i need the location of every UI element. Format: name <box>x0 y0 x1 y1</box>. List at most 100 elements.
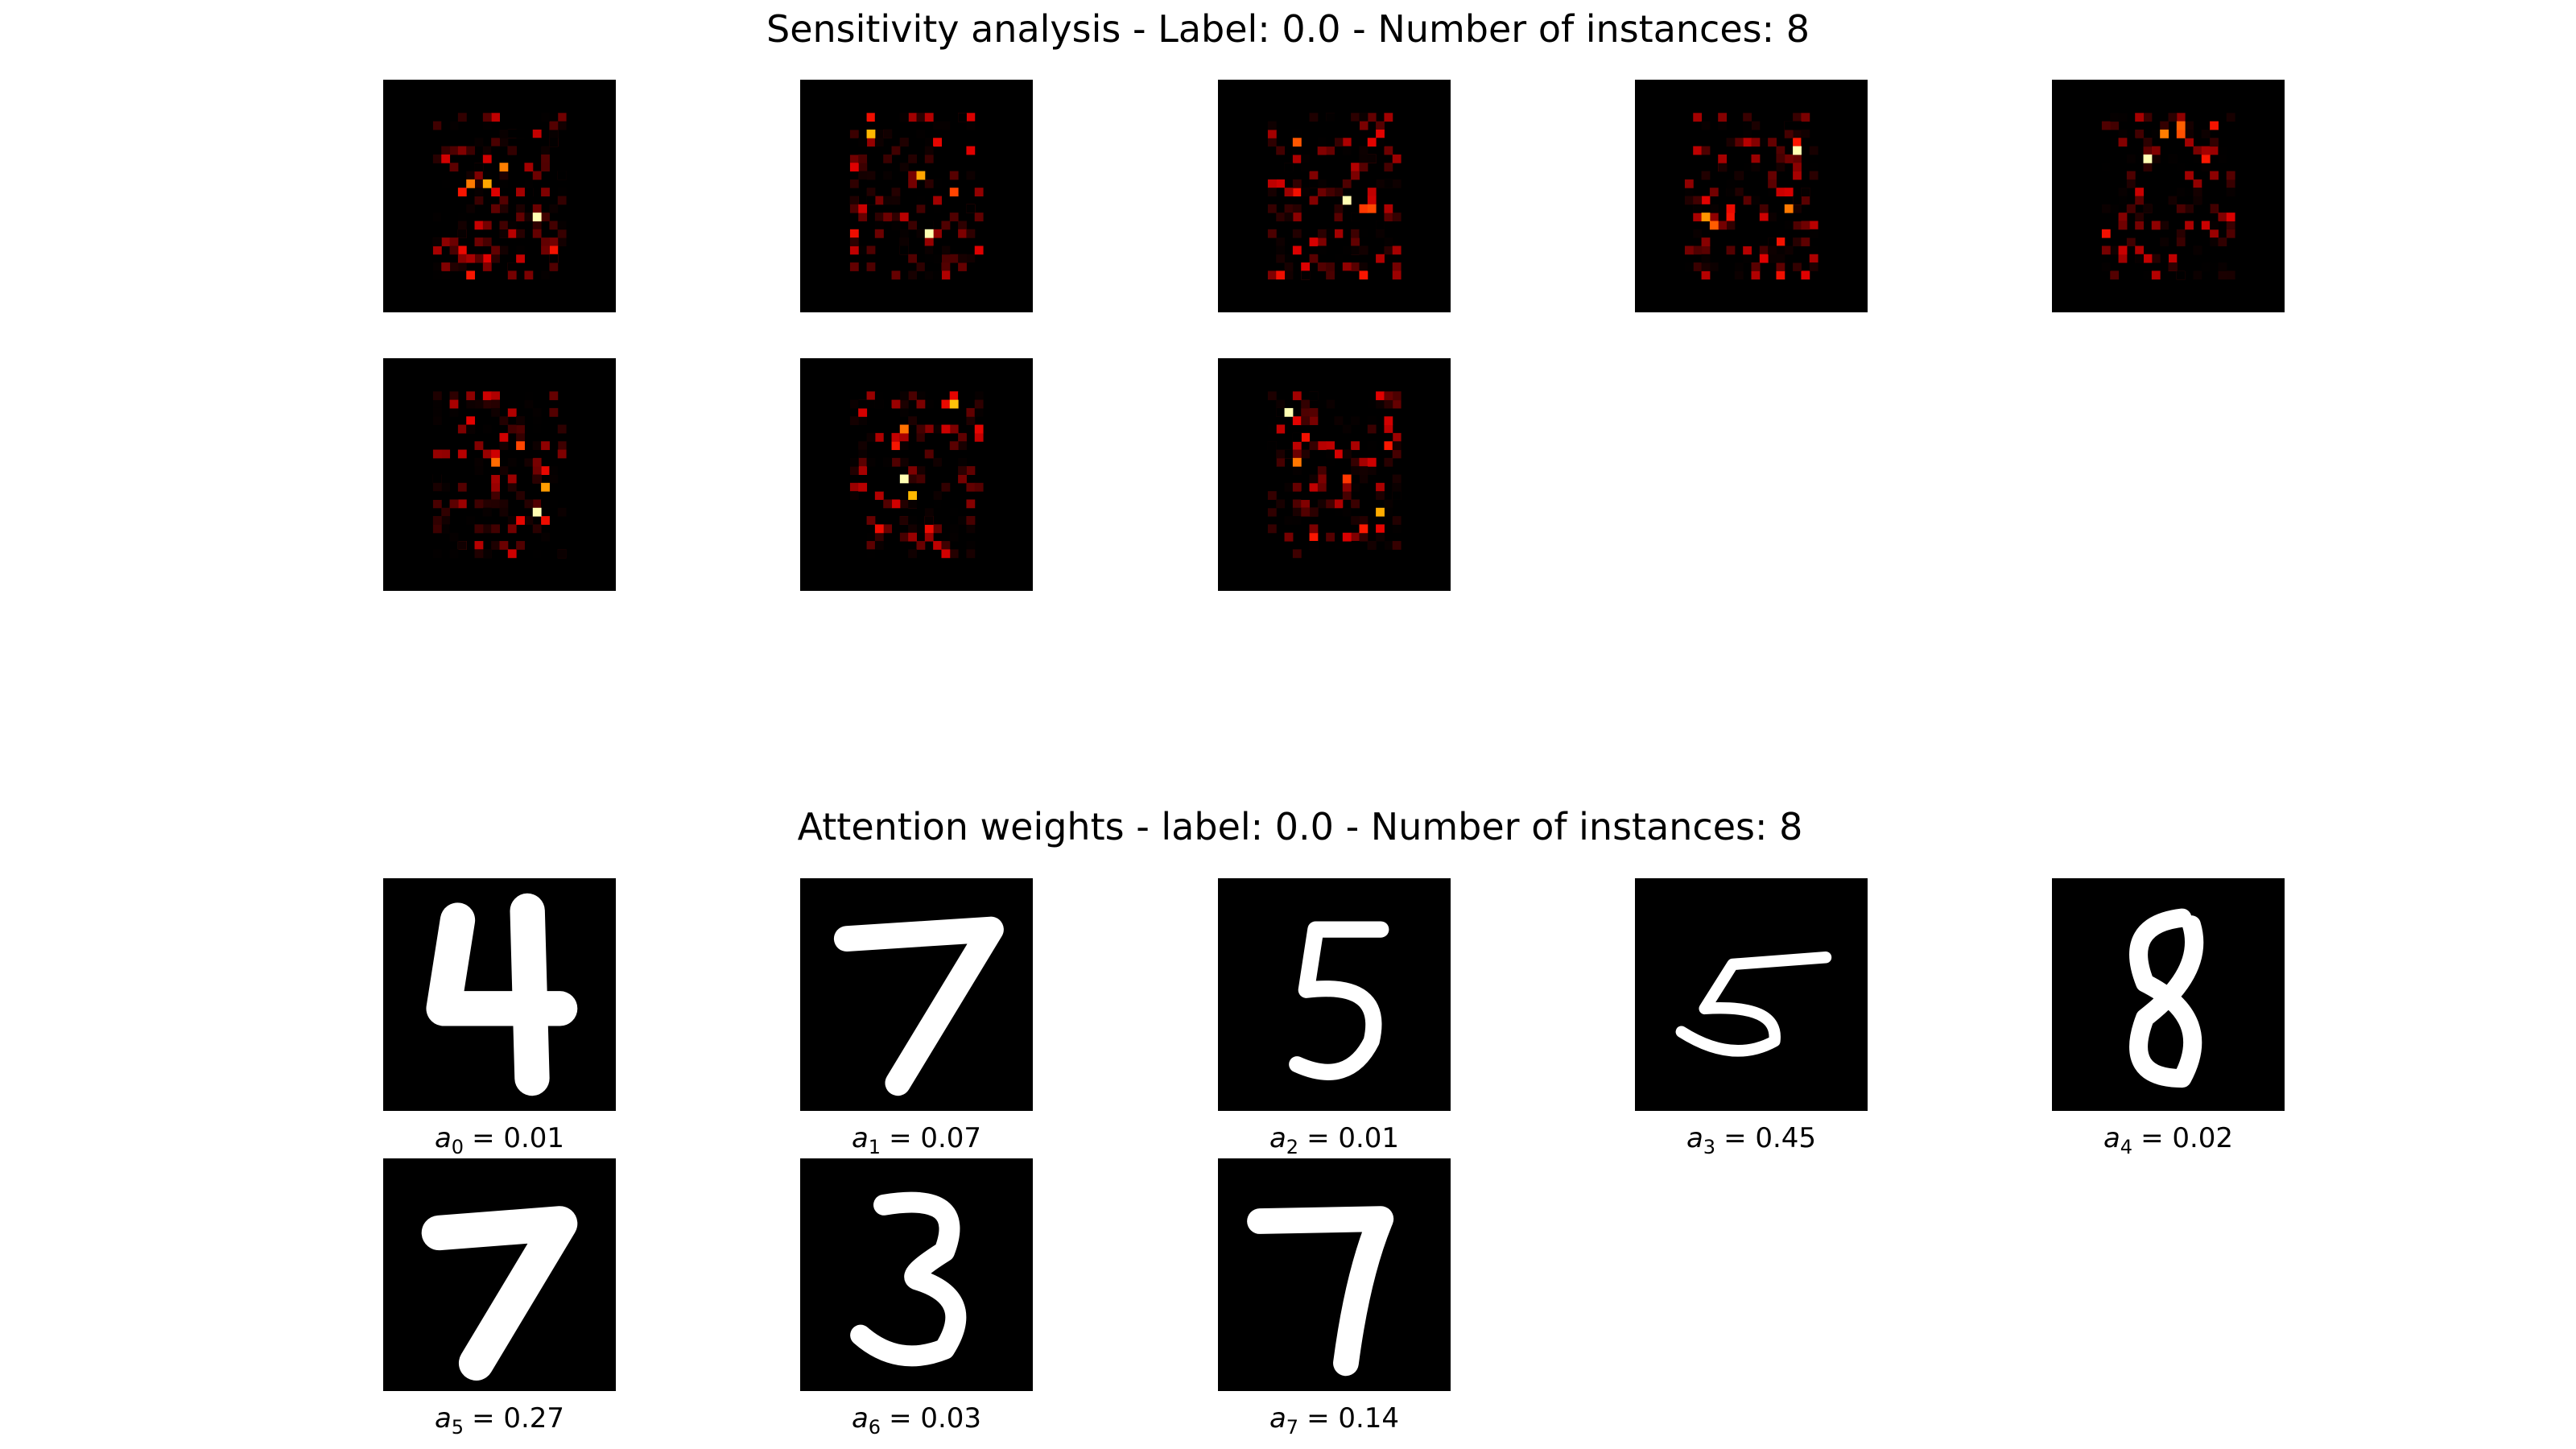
heatmap-cell <box>541 482 550 492</box>
caption-value: = 0.27 <box>472 1402 564 1435</box>
heatmap-cell <box>1743 254 1752 263</box>
heatmap-cell <box>966 229 976 238</box>
heatmap-cell <box>974 432 984 442</box>
heatmap-cell <box>2218 213 2227 221</box>
heatmap-cell <box>449 432 459 442</box>
heatmap-cell <box>941 466 951 475</box>
digit-stroke <box>1675 952 1832 1057</box>
heatmap <box>383 358 616 591</box>
heatmap-cell <box>866 254 876 263</box>
heatmap-cell <box>432 407 442 417</box>
heatmap-cell <box>432 416 442 426</box>
heatmap-cell <box>1317 138 1327 147</box>
heatmap-cell <box>1392 154 1402 163</box>
heatmap-cell <box>966 391 976 401</box>
heatmap-cell <box>524 457 534 467</box>
heatmap-cell <box>441 146 451 155</box>
heatmap-cell <box>1301 407 1311 417</box>
heatmap-cell <box>1376 229 1385 238</box>
heatmap-cell <box>933 491 942 500</box>
heatmap-cell <box>1309 196 1319 205</box>
heatmap-cell <box>2143 246 2153 255</box>
heatmap-cell <box>933 196 942 205</box>
heatmap-cell <box>1734 262 1744 271</box>
heatmap-cell <box>2210 204 2219 213</box>
heatmap-cell <box>1359 163 1368 172</box>
heatmap-cell <box>1267 171 1277 180</box>
heatmap-cell <box>958 516 967 525</box>
heatmap-cell <box>549 449 559 459</box>
heatmap-cell <box>974 188 984 196</box>
heatmap-cell <box>532 474 542 484</box>
heatmap-cell <box>2110 113 2120 122</box>
heatmap-cell <box>1768 254 1777 263</box>
heatmap-cell <box>441 270 451 280</box>
heatmap-cell <box>1376 129 1385 138</box>
heatmap-cell <box>1726 246 1736 255</box>
heatmap-cell <box>949 424 959 434</box>
heatmap-cell <box>866 138 876 147</box>
heatmap-cell <box>466 254 476 263</box>
heatmap-cell <box>1768 188 1777 196</box>
heatmap-cell <box>482 524 492 534</box>
heatmap-cell <box>1776 254 1785 263</box>
heatmap-cell <box>1301 154 1311 163</box>
heatmap-cell <box>1759 138 1769 147</box>
heatmap-cell <box>507 524 517 534</box>
heatmap-cell <box>524 499 534 509</box>
heatmap-cell <box>933 188 942 196</box>
heatmap-cell <box>849 416 859 426</box>
heatmap-cell <box>1292 154 1302 163</box>
heatmap-cell <box>1701 237 1711 246</box>
heatmap-cell <box>1726 213 1736 221</box>
digit-stroke <box>2129 908 2204 1088</box>
heatmap-cell <box>2118 196 2128 205</box>
heatmap-cell <box>1292 499 1302 509</box>
heatmap-cell <box>966 524 976 534</box>
heatmap-cell <box>858 399 868 409</box>
heatmap-cell <box>474 524 484 534</box>
digit-stroke <box>833 916 1004 1096</box>
heatmap-cell <box>457 499 467 509</box>
heatmap-cell <box>1292 129 1302 138</box>
heatmap-cell <box>1392 482 1402 492</box>
caption-symbol: a <box>435 1122 452 1154</box>
heatmap-cell <box>549 441 559 451</box>
heatmap-cell <box>516 188 525 196</box>
heatmap-cell <box>2168 154 2178 163</box>
heatmap <box>1218 358 1451 591</box>
heatmap-cell <box>924 532 934 542</box>
heatmap-cell <box>874 221 884 230</box>
heatmap-cell <box>866 541 876 550</box>
heatmap-cell <box>933 138 942 147</box>
heatmap-cell <box>491 407 500 417</box>
heatmap-cell <box>2126 179 2136 188</box>
heatmap-cell <box>2160 129 2169 138</box>
heatmap-cell <box>1276 246 1286 255</box>
heatmap-cell <box>1784 188 1794 196</box>
heatmap-cell <box>474 163 484 172</box>
heatmap-cell <box>1334 138 1344 147</box>
heatmap-cell <box>549 138 559 147</box>
heatmap-cell <box>541 237 550 246</box>
heatmap-cell <box>557 121 567 130</box>
heatmap <box>383 80 616 312</box>
heatmap-cell <box>899 229 909 238</box>
heatmap-cell <box>507 229 517 238</box>
heatmap-cell <box>2218 270 2227 280</box>
heatmap-cell <box>1317 121 1327 130</box>
heatmap-cell <box>916 474 926 484</box>
heatmap-cell <box>491 441 500 451</box>
heatmap-cell <box>1726 179 1736 188</box>
heatmap-cell <box>1701 213 1711 221</box>
heatmap-cell <box>482 121 492 130</box>
heatmap-cell <box>866 399 876 409</box>
heatmap-cell <box>2126 171 2136 180</box>
heatmap-cell <box>933 121 942 130</box>
caption-value: = 0.14 <box>1307 1402 1399 1435</box>
heatmap-cell <box>2176 113 2186 122</box>
heatmap-cell <box>432 491 442 500</box>
heatmap-cell <box>541 499 550 509</box>
heatmap-cell <box>2151 270 2161 280</box>
heatmap-cell <box>2185 121 2194 130</box>
